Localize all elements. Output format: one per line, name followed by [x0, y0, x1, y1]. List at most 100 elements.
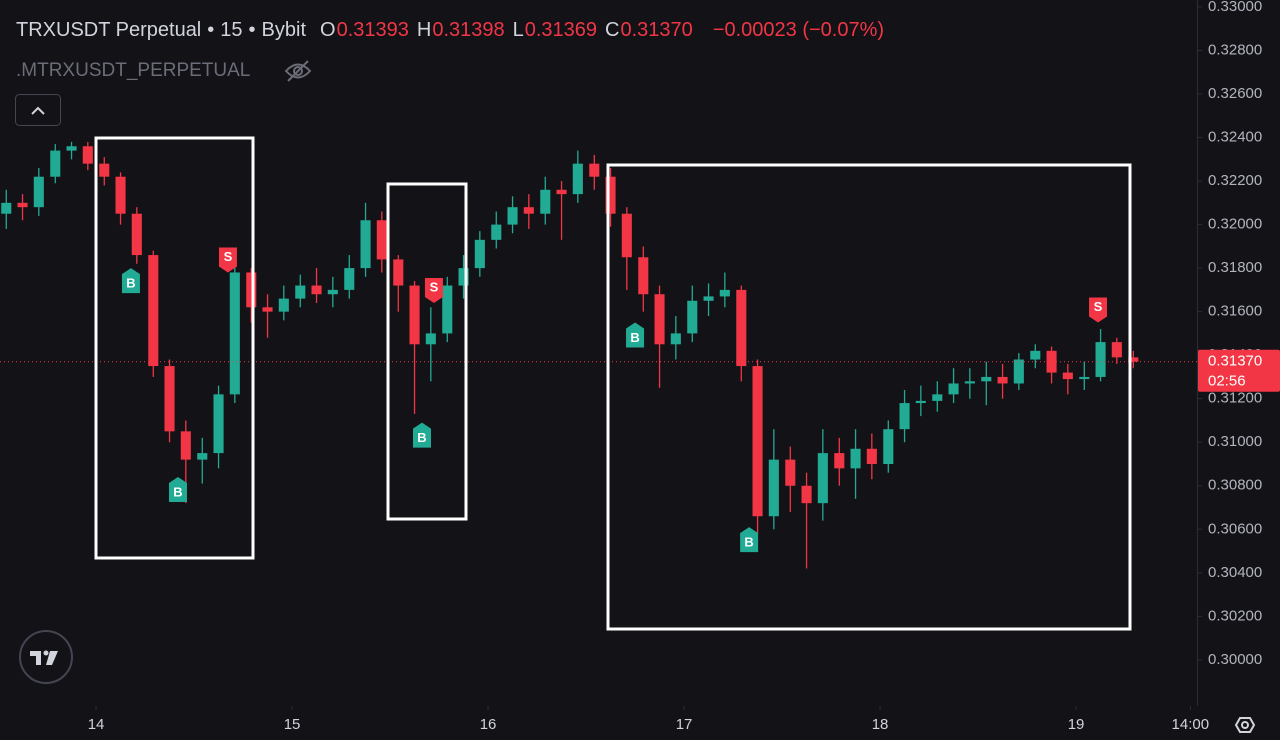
ohlc-value: 0.31393: [336, 19, 409, 41]
signal-marker: [412, 422, 431, 448]
drawn-rectangle[interactable]: [606, 163, 1132, 631]
candle-body: [50, 150, 61, 177]
candle-body: [474, 239, 485, 269]
y-tick-label: 0.31000: [1208, 433, 1262, 450]
hide-icon[interactable]: [284, 60, 312, 82]
candle-body: [654, 294, 665, 345]
candle-body: [948, 383, 959, 395]
last-price-box: [1198, 349, 1280, 392]
candle-body: [850, 448, 861, 469]
last-price-label: 0.31370: [1208, 353, 1262, 370]
candle-body: [327, 289, 338, 295]
drawn-rectangle[interactable]: [386, 182, 468, 521]
candle-body: [409, 285, 420, 345]
symbol: TRXUSDT Perpetual: [16, 19, 202, 41]
settings-icon[interactable]: [1234, 717, 1256, 733]
candle-body: [295, 285, 306, 299]
signal-marker: [626, 322, 645, 348]
separator: •: [248, 19, 256, 41]
candle-body: [687, 300, 698, 334]
y-tick-label: 0.30200: [1208, 607, 1262, 624]
y-tick-label: 0.31200: [1208, 390, 1262, 407]
ohlc-value: 0.31369: [524, 19, 598, 41]
candle-body: [997, 376, 1008, 384]
candle-body: [801, 485, 812, 504]
candle-body: [180, 431, 191, 460]
ohlc-key: C: [605, 19, 620, 41]
candle-body: [540, 189, 551, 214]
y-tick-label: 0.32400: [1208, 129, 1262, 146]
candle-body: [262, 307, 273, 312]
candle-body: [572, 163, 583, 195]
x-tick-label: 15: [284, 716, 301, 733]
candle-body: [278, 298, 289, 312]
candle-body: [1128, 357, 1139, 362]
candle-body: [752, 366, 763, 517]
signal-label: S: [1094, 299, 1103, 314]
candle-body: [246, 272, 257, 308]
signal-label: S: [224, 249, 233, 264]
candle-body: [883, 429, 894, 464]
candle-body: [834, 453, 845, 469]
candle-body: [213, 394, 224, 454]
candle-body: [964, 381, 975, 384]
signal-label: S: [430, 279, 439, 294]
candle-body: [442, 285, 453, 334]
ohlc-values: O0.31393 H0.31398 L0.31369 C0.31370: [320, 19, 701, 41]
y-tick-label: 0.30600: [1208, 520, 1262, 537]
signal-marker: [121, 268, 140, 294]
candle-body: [507, 207, 518, 225]
signal-label: B: [126, 276, 135, 291]
y-tick-label: 0.31800: [1208, 259, 1262, 276]
candle-body: [360, 220, 371, 269]
x-tick-label: 16: [480, 716, 497, 733]
candle-body: [491, 224, 502, 240]
chevron-icon: [31, 106, 45, 115]
y-tick-label: 0.32000: [1208, 216, 1262, 233]
candle-body: [425, 333, 436, 345]
ohlc-key: O: [320, 19, 336, 41]
drawn-rectangle[interactable]: [94, 136, 255, 560]
candle-body: [1030, 350, 1041, 360]
x-tick-label: 14:00: [1172, 716, 1210, 733]
interval: 15: [220, 19, 243, 41]
candle-body: [915, 400, 926, 404]
indicator-label: .MTRXUSDT_PERPETUAL: [16, 60, 251, 81]
candle-body: [1013, 359, 1024, 384]
y-tick-label: 0.32800: [1208, 41, 1262, 58]
signal-marker: [424, 277, 443, 303]
candle-body: [719, 289, 730, 297]
candle-body: [33, 176, 44, 208]
ohlc-key: H: [416, 19, 432, 41]
y-tick-label: 0.30400: [1208, 564, 1262, 581]
candle-body: [899, 403, 910, 430]
candle-body: [393, 259, 404, 286]
y-tick-label: 0.32200: [1208, 172, 1262, 189]
countdown-label: 02:56: [1208, 373, 1246, 390]
candle-body: [932, 394, 943, 401]
candle-body: [197, 453, 208, 460]
logo[interactable]: [19, 630, 73, 684]
candle-body: [131, 213, 142, 256]
signal-label: B: [173, 484, 182, 499]
candle-body: [556, 189, 567, 195]
y-tick-label: 0.31600: [1208, 303, 1262, 320]
candle-body: [1095, 342, 1106, 377]
collapse-button[interactable]: [15, 94, 61, 126]
candle-body: [66, 146, 77, 151]
signal-marker: [218, 247, 237, 273]
y-tick-label: 0.30000: [1208, 651, 1262, 668]
signal-label: B: [744, 535, 753, 550]
candle-body: [458, 268, 469, 286]
candle-body: [311, 285, 322, 295]
candle-body: [115, 176, 126, 214]
candle-body: [1062, 372, 1073, 380]
symbol-header: TRXUSDT Perpetual • 15 • Bybit O0.31393 H0.313…: [16, 19, 892, 42]
y-tick-label: 0.33000: [1208, 0, 1262, 15]
candle-body: [82, 146, 93, 164]
exchange: Bybit: [261, 19, 307, 41]
candle-body: [621, 213, 632, 258]
ohlc-key: L: [512, 19, 524, 41]
